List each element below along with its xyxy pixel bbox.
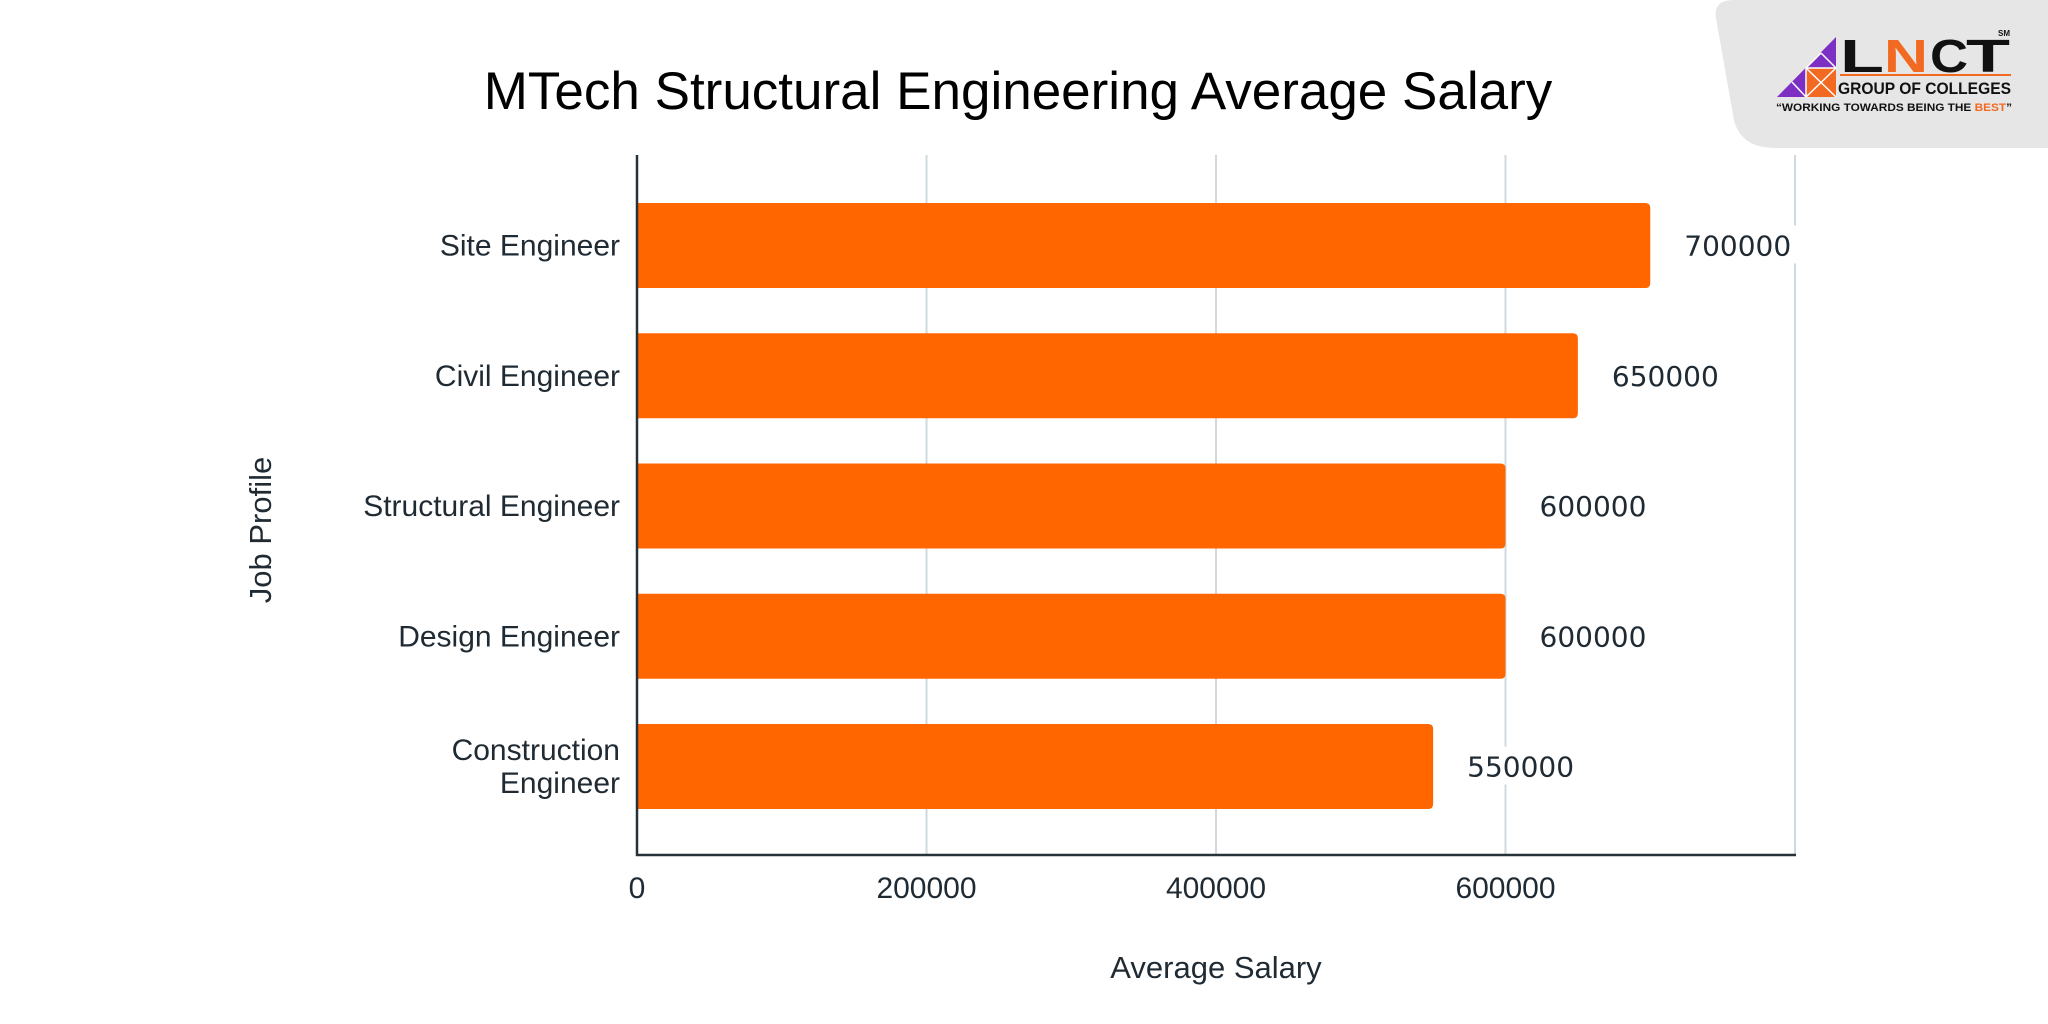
logo-underline xyxy=(1840,74,2011,76)
logo-subtitle: GROUP OF COLLEGES xyxy=(1838,79,2011,98)
x-tick-label: 400000 xyxy=(1166,872,1266,905)
x-axis-title: Average Salary xyxy=(1110,950,1322,985)
value-label: 600000 xyxy=(1540,490,1647,523)
category-label-line: Engineer xyxy=(500,767,620,800)
logo-service-mark: SM xyxy=(1998,29,2010,38)
bar-site-engineer xyxy=(637,203,1651,288)
x-tick-label: 0 xyxy=(629,872,646,905)
x-tick-label: 200000 xyxy=(876,872,976,905)
value-label-background xyxy=(1463,746,1582,785)
category-label: Site Engineer xyxy=(440,230,620,263)
category-label-line: Construction xyxy=(452,734,620,767)
value-labels: 700000 650000 600000 600000 550000 xyxy=(1463,225,1799,785)
logo-tagline-highlight: BEST xyxy=(1975,102,2007,114)
axes xyxy=(635,155,1796,857)
logo-letter-t: T xyxy=(1966,30,2010,82)
bar-civil-engineer xyxy=(637,333,1578,419)
bar-structural-engineer xyxy=(637,463,1506,549)
value-label-background xyxy=(1680,225,1799,264)
value-label: 550000 xyxy=(1467,751,1574,784)
x-tick-labels: 0 200000 400000 600000 xyxy=(629,872,1556,905)
category-labels: Site Engineer Civil Engineer Structural En… xyxy=(363,230,620,801)
bars xyxy=(637,203,1651,809)
category-label: Construction Engineer xyxy=(452,734,620,800)
category-label-line: Design Engineer xyxy=(398,620,620,653)
category-label: Design Engineer xyxy=(398,620,620,653)
value-label: 650000 xyxy=(1612,360,1719,393)
logo-tagline: “WORKING TOWARDS BEING THE BEST” xyxy=(1776,102,2012,114)
bar-construction-engineer xyxy=(637,724,1434,809)
x-tick-label: 600000 xyxy=(1455,872,1555,905)
category-label-line: Civil Engineer xyxy=(435,360,620,393)
y-axis-title: Job Profile xyxy=(243,457,278,603)
logo-letter-l: L xyxy=(1840,30,1884,82)
category-label: Civil Engineer xyxy=(435,360,620,393)
value-label-background xyxy=(1535,616,1654,655)
chart-title: MTech Structural Engineering Average Sal… xyxy=(484,62,1553,121)
value-label: 700000 xyxy=(1684,230,1791,263)
category-label-line: Site Engineer xyxy=(440,230,620,263)
logo-triangle-icon xyxy=(1777,37,1837,98)
category-label-line: Structural Engineer xyxy=(363,490,620,523)
logo-letter-n: N xyxy=(1884,30,1928,82)
logo-letter-c: C xyxy=(1930,30,1968,82)
bar-design-engineer xyxy=(637,593,1506,679)
category-label: Structural Engineer xyxy=(363,490,620,523)
logo: L N C T SM GROUP OF COLLEGES “WORKING TO… xyxy=(1715,0,2048,148)
value-label: 600000 xyxy=(1540,620,1647,653)
logo-tagline-suffix: ” xyxy=(2006,102,2012,114)
value-label-background xyxy=(1607,355,1726,394)
value-label-background xyxy=(1535,486,1654,524)
logo-tagline-prefix: “WORKING TOWARDS BEING THE xyxy=(1776,102,1975,114)
